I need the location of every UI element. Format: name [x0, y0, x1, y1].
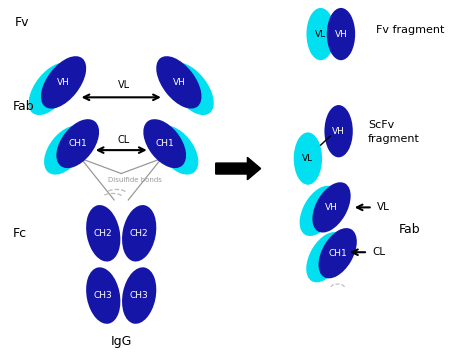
Ellipse shape — [86, 267, 120, 324]
FancyArrow shape — [216, 157, 261, 180]
Ellipse shape — [319, 228, 357, 278]
Text: Fab: Fab — [399, 223, 421, 236]
Ellipse shape — [143, 119, 186, 168]
Text: Fab: Fab — [12, 100, 34, 113]
Text: fragment: fragment — [368, 134, 420, 144]
Ellipse shape — [327, 8, 355, 60]
Text: CL: CL — [373, 247, 386, 257]
Ellipse shape — [300, 186, 338, 236]
Text: CH3: CH3 — [94, 291, 113, 300]
Ellipse shape — [122, 205, 156, 261]
Text: VH: VH — [325, 203, 338, 212]
Text: CH1: CH1 — [155, 139, 174, 148]
Ellipse shape — [312, 182, 351, 232]
Text: CH2: CH2 — [130, 229, 148, 238]
Text: VH: VH — [173, 78, 185, 87]
Ellipse shape — [324, 105, 353, 157]
Text: ScFv: ScFv — [368, 120, 394, 130]
Text: Fv fragment: Fv fragment — [376, 25, 445, 35]
Ellipse shape — [28, 63, 74, 115]
Text: CH1: CH1 — [68, 139, 87, 148]
Ellipse shape — [294, 132, 322, 185]
Text: VL: VL — [315, 30, 326, 39]
Text: VH: VH — [57, 78, 70, 87]
Text: Disulfide bonds: Disulfide bonds — [108, 177, 161, 183]
Ellipse shape — [169, 63, 214, 115]
Ellipse shape — [86, 205, 120, 261]
Text: VL: VL — [377, 203, 390, 212]
Text: VL: VL — [302, 154, 313, 163]
Text: IgG: IgG — [110, 335, 132, 348]
Ellipse shape — [306, 232, 345, 282]
Ellipse shape — [155, 126, 198, 175]
Ellipse shape — [44, 126, 87, 175]
Ellipse shape — [56, 119, 99, 168]
Ellipse shape — [307, 8, 335, 60]
Text: VL: VL — [118, 81, 129, 90]
Ellipse shape — [122, 267, 156, 324]
Text: VH: VH — [332, 127, 345, 136]
Text: Fc: Fc — [12, 227, 27, 240]
Text: Fv: Fv — [15, 16, 29, 29]
Ellipse shape — [41, 56, 86, 109]
Text: CH1: CH1 — [328, 249, 347, 258]
Ellipse shape — [156, 56, 201, 109]
Text: CL: CL — [118, 135, 130, 145]
Text: CH2: CH2 — [94, 229, 112, 238]
Text: CH3: CH3 — [130, 291, 148, 300]
Text: VH: VH — [335, 30, 347, 39]
